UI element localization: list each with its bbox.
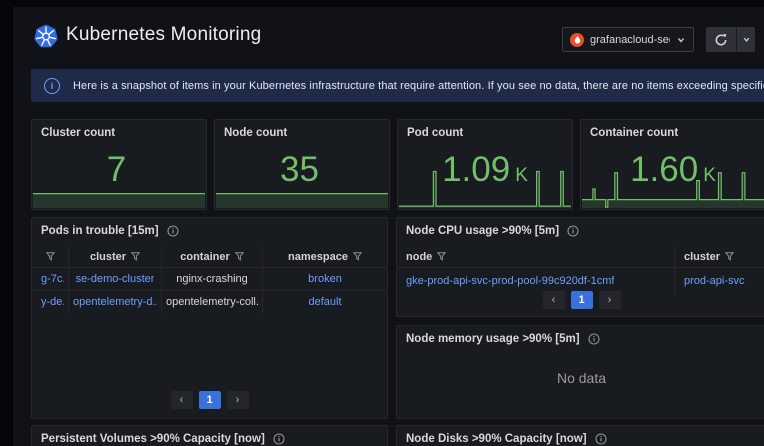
pagination: ‹ 1 › [32, 391, 387, 409]
filter-icon[interactable] [352, 252, 362, 261]
stat-value: 1.09 K [398, 148, 572, 198]
refresh-icon [715, 33, 727, 45]
panel-title: Node count [224, 127, 288, 139]
table-row: y-de... opentelemetry-d... opentelemetry… [32, 290, 387, 313]
stat-value: 7 [32, 148, 206, 198]
info-icon[interactable] [587, 333, 600, 345]
cluster-link[interactable]: se-demo-cluster [75, 273, 155, 285]
table-header-row: node cluster [397, 246, 764, 267]
pods-table: cluster container namespace g-7c... se-d… [32, 246, 387, 313]
column-header-node[interactable]: node [397, 246, 674, 267]
stat-number: 1.09 [442, 150, 511, 189]
pagination-next-button[interactable]: › [598, 291, 621, 309]
filter-icon[interactable] [131, 252, 141, 261]
panel-cluster-count: Cluster count 7 [31, 119, 207, 210]
column-header-container[interactable]: container [161, 246, 262, 267]
panel-title: Node CPU usage >90% [5m] [406, 225, 560, 237]
column-header-cluster[interactable]: cluster [674, 246, 764, 267]
sparkline [582, 170, 764, 208]
filter-icon[interactable] [437, 252, 447, 261]
stat-number: 1.60 [630, 150, 699, 189]
stat-number: 7 [106, 150, 127, 189]
pod-link[interactable]: g-7c... [41, 273, 64, 285]
datasource-label: grafanacloud-sedemo-... [590, 33, 670, 46]
refresh-button-group [706, 27, 755, 52]
panel-container-count: Container count 1.60 K [580, 119, 764, 210]
sparkline [216, 170, 388, 208]
node-cpu-table: node cluster gke-prod-api-svc-prod-pool-… [397, 246, 764, 294]
panel-persistent-volumes: Persistent Volumes >90% Capacity [now] [31, 425, 388, 446]
chevron-down-icon [676, 35, 686, 45]
pagination-next-button[interactable]: › [226, 391, 249, 409]
panel-title: Pod count [407, 127, 464, 139]
table-row: g-7c... se-demo-cluster nginx-crashing b… [32, 267, 387, 290]
panel-pod-count: Pod count 1.09 K [397, 119, 573, 210]
panel-title: Node Disks >90% Capacity [now] [406, 433, 587, 445]
column-header-cluster[interactable]: cluster [68, 246, 161, 267]
filter-icon[interactable] [234, 252, 244, 261]
panel-title: Pods in trouble [15m] [41, 225, 159, 237]
kubernetes-logo-icon [34, 24, 58, 48]
table-header-row: cluster container namespace [32, 246, 387, 267]
sparkline [33, 170, 205, 208]
no-data-message: No data [556, 370, 607, 386]
container-cell: nginx-crashing [176, 273, 248, 285]
panel-title: Node memory usage >90% [5m] [406, 333, 580, 345]
dashboard-content: Kubernetes Monitoring grafanacloud-sedem… [13, 7, 764, 446]
cluster-link[interactable]: opentelemetry-d... [73, 296, 157, 308]
panel-title: Cluster count [41, 127, 116, 139]
cluster-link[interactable]: prod-api-svc [684, 275, 745, 287]
panel-node-count: Node count 35 [214, 119, 390, 210]
stat-value: 1.60 K [581, 148, 764, 198]
pagination-prev-button[interactable]: ‹ [170, 391, 193, 409]
pod-link[interactable]: y-de... [41, 296, 64, 308]
info-banner-text: Here is a snapshot of items in your Kube… [73, 79, 764, 92]
stat-unit: K [515, 165, 528, 186]
panel-node-disks: Node Disks >90% Capacity [now] [396, 425, 764, 446]
info-banner: i Here is a snapshot of items in your Ku… [31, 69, 764, 102]
table-row: gke-prod-api-svc-prod-pool-99c920df-1cmf… [397, 267, 764, 294]
chevron-down-icon [743, 37, 749, 42]
refresh-interval-button[interactable] [737, 27, 755, 52]
prometheus-icon [570, 32, 584, 47]
datasource-picker[interactable]: grafanacloud-sedemo-... [562, 27, 694, 52]
column-header-namespace[interactable]: namespace [262, 246, 387, 267]
namespace-link[interactable]: default [308, 296, 342, 308]
info-icon[interactable] [567, 225, 579, 237]
panel-pods-in-trouble: Pods in trouble [15m] cluster container [31, 217, 388, 419]
column-header-pod[interactable] [32, 246, 68, 267]
pagination-page-1-button[interactable]: 1 [198, 391, 221, 409]
pagination-page-1-button[interactable]: 1 [570, 291, 593, 309]
pagination-prev-button[interactable]: ‹ [542, 291, 565, 309]
namespace-link[interactable]: broken [308, 273, 342, 285]
filter-icon[interactable] [725, 252, 735, 261]
page-title: Kubernetes Monitoring [66, 24, 262, 45]
refresh-button[interactable] [706, 27, 737, 52]
stat-number: 35 [280, 150, 319, 189]
panel-title: Persistent Volumes >90% Capacity [now] [41, 433, 265, 445]
panel-title: Container count [590, 127, 679, 139]
panel-node-memory-usage: Node memory usage >90% [5m] No data [396, 325, 764, 419]
pagination: ‹ 1 › [397, 291, 764, 309]
info-icon[interactable] [167, 225, 179, 237]
panel-node-cpu-usage: Node CPU usage >90% [5m] node cluster gk… [396, 217, 764, 317]
info-icon[interactable] [594, 433, 607, 445]
node-link[interactable]: gke-prod-api-svc-prod-pool-99c920df-1cmf [406, 275, 615, 287]
stat-value: 35 [215, 148, 389, 198]
info-icon[interactable] [273, 433, 285, 445]
info-icon: i [44, 77, 60, 94]
stat-unit: K [703, 165, 716, 186]
filter-icon[interactable] [46, 252, 55, 261]
sparkline [399, 170, 571, 208]
container-cell: opentelemetry-coll... [166, 296, 258, 308]
